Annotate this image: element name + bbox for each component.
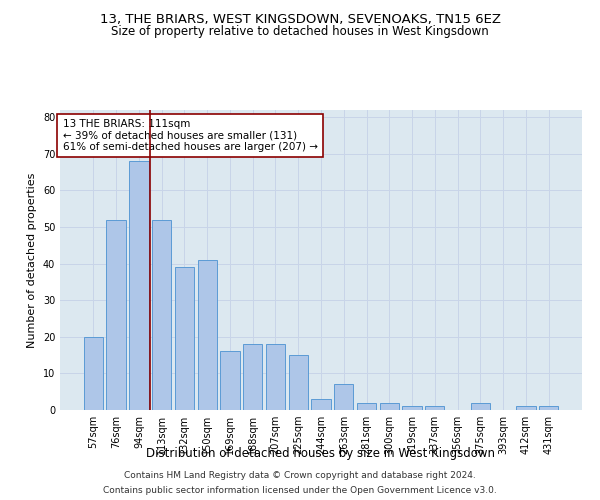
Bar [380, 402, 399, 410]
Bar [243, 344, 262, 410]
Bar [357, 402, 376, 410]
Bar [106, 220, 126, 410]
Text: Size of property relative to detached houses in West Kingsdown: Size of property relative to detached ho… [111, 25, 489, 38]
Bar [470, 402, 490, 410]
Bar [197, 260, 217, 410]
Bar [289, 355, 308, 410]
Bar [129, 161, 149, 410]
Bar [334, 384, 353, 410]
Bar [175, 268, 194, 410]
Bar [84, 337, 103, 410]
Text: Contains public sector information licensed under the Open Government Licence v3: Contains public sector information licen… [103, 486, 497, 495]
Bar [152, 220, 172, 410]
Text: 13, THE BRIARS, WEST KINGSDOWN, SEVENOAKS, TN15 6EZ: 13, THE BRIARS, WEST KINGSDOWN, SEVENOAK… [100, 12, 500, 26]
Text: Distribution of detached houses by size in West Kingsdown: Distribution of detached houses by size … [146, 448, 496, 460]
Bar [425, 406, 445, 410]
Bar [516, 406, 536, 410]
Text: Contains HM Land Registry data © Crown copyright and database right 2024.: Contains HM Land Registry data © Crown c… [124, 471, 476, 480]
Bar [266, 344, 285, 410]
Bar [311, 399, 331, 410]
Text: 13 THE BRIARS: 111sqm
← 39% of detached houses are smaller (131)
61% of semi-det: 13 THE BRIARS: 111sqm ← 39% of detached … [62, 119, 317, 152]
Bar [220, 352, 239, 410]
Bar [539, 406, 558, 410]
Bar [403, 406, 422, 410]
Y-axis label: Number of detached properties: Number of detached properties [27, 172, 37, 348]
